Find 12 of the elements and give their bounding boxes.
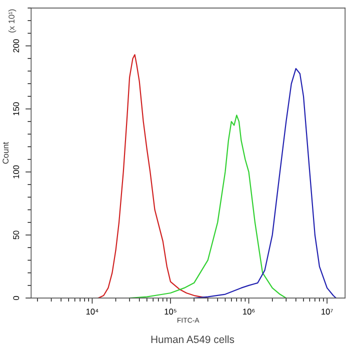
x-tick-label: 10⁶: [243, 308, 255, 315]
x-tick-label: 10⁷: [322, 308, 333, 315]
x-tick-label: 10⁵: [164, 308, 176, 315]
text: Human A549 cells: [151, 335, 234, 344]
y-tick-label: 0: [13, 296, 20, 300]
y-tick-label: 100: [13, 165, 20, 178]
x-tick-label: 10⁴: [86, 308, 98, 315]
y-tick-label: 200: [13, 39, 20, 52]
y-tick-label: 50: [13, 230, 20, 240]
text: (x 10¹): [8, 9, 16, 32]
y-axis-title: Count: [2, 142, 9, 164]
y-tick-label: 150: [13, 102, 20, 116]
